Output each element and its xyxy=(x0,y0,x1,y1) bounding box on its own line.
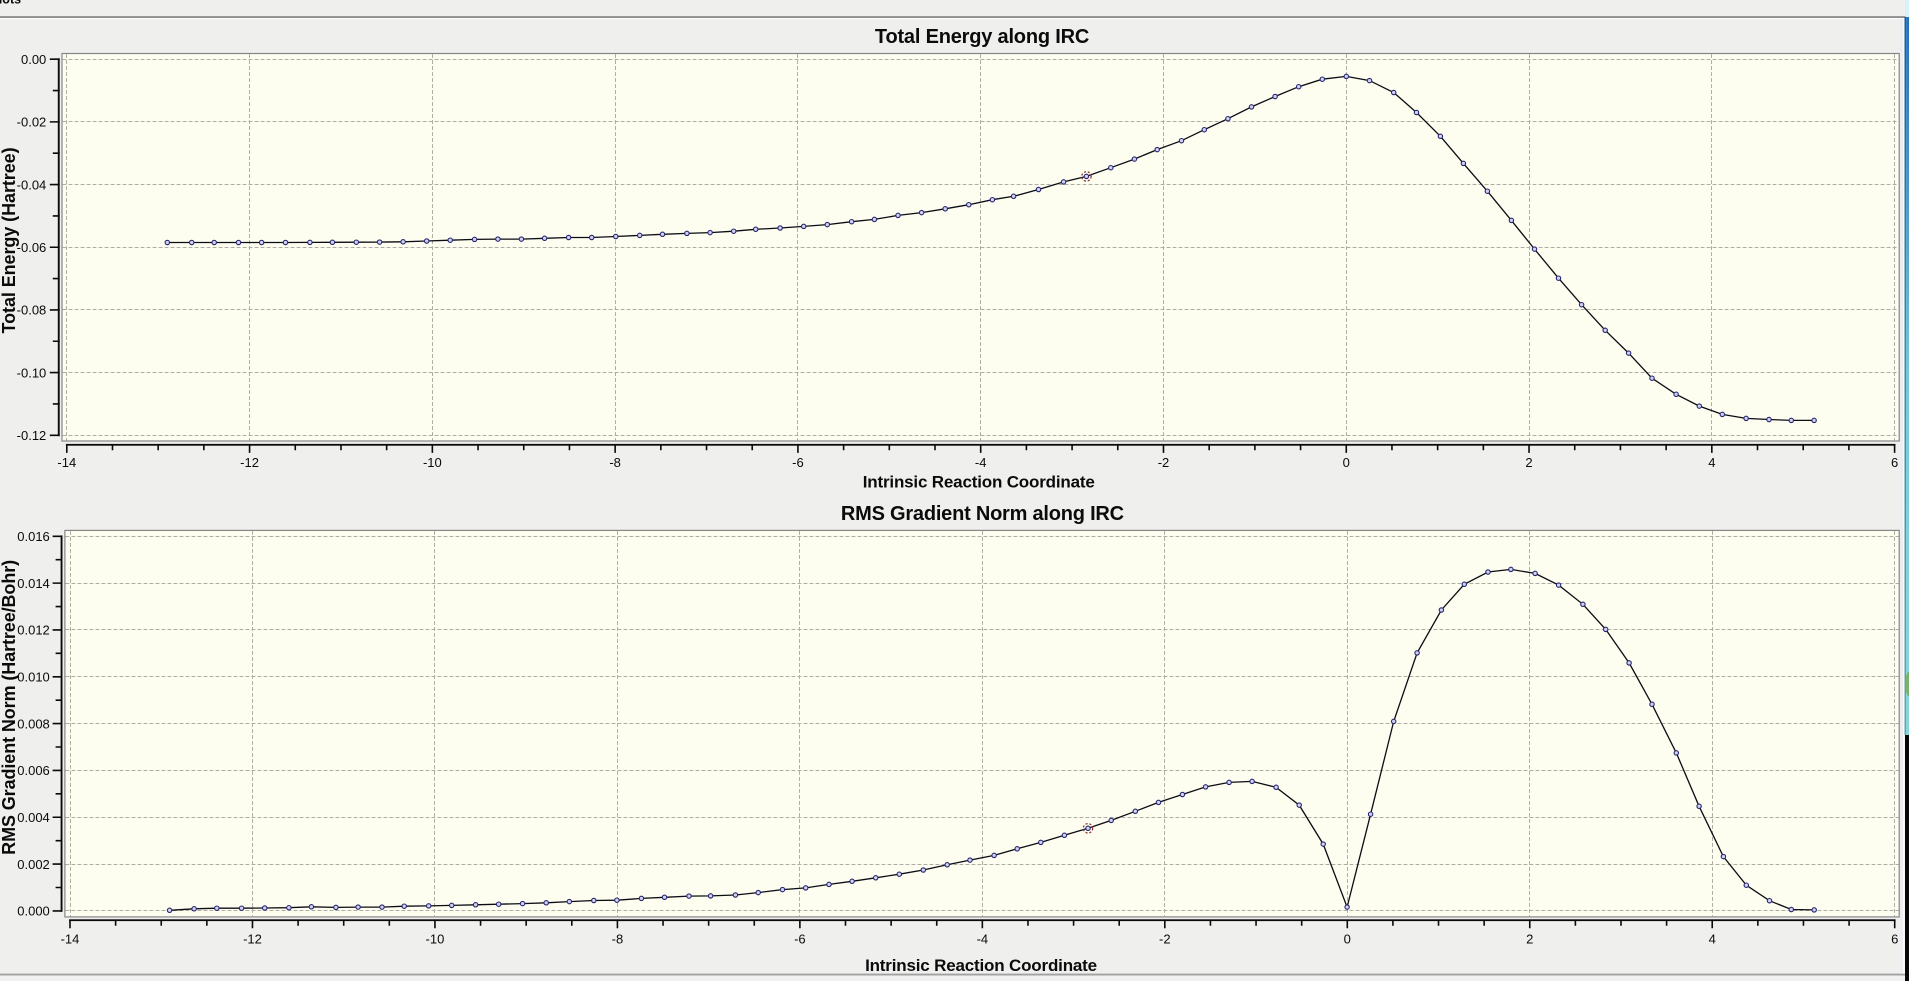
svg-text:0.006: 0.006 xyxy=(17,763,50,778)
svg-text:-6: -6 xyxy=(792,455,804,470)
svg-text:-0.12: -0.12 xyxy=(17,428,47,443)
svg-text:-2: -2 xyxy=(1158,455,1170,470)
svg-text:6: 6 xyxy=(1891,455,1898,470)
svg-text:-0.08: -0.08 xyxy=(17,303,47,318)
svg-text:0.000: 0.000 xyxy=(17,904,50,919)
svg-text:-10: -10 xyxy=(423,455,442,470)
svg-text:-14: -14 xyxy=(61,932,80,947)
svg-text:0.002: 0.002 xyxy=(17,857,50,872)
svg-text:2: 2 xyxy=(1526,932,1533,947)
svg-text:0.012: 0.012 xyxy=(17,623,50,638)
svg-text:Total Energy (Hartree): Total Energy (Hartree) xyxy=(0,147,19,333)
svg-text:0.00: 0.00 xyxy=(21,52,46,67)
svg-text:0.010: 0.010 xyxy=(17,669,50,684)
svg-text:-0.02: -0.02 xyxy=(17,115,47,130)
svg-text:-14: -14 xyxy=(57,455,76,470)
svg-text:-12: -12 xyxy=(243,932,262,947)
svg-text:Intrinsic Reaction Coordinate: Intrinsic Reaction Coordinate xyxy=(865,956,1097,975)
svg-text:-0.04: -0.04 xyxy=(17,177,47,192)
svg-text:RMS Gradient Norm (Hartree/Boh: RMS Gradient Norm (Hartree/Bohr) xyxy=(0,560,19,855)
svg-text:-8: -8 xyxy=(609,455,621,470)
svg-text:0.004: 0.004 xyxy=(17,810,50,825)
svg-text:RMS Gradient Norm along IRC: RMS Gradient Norm along IRC xyxy=(841,503,1124,525)
svg-text:-6: -6 xyxy=(794,932,806,947)
svg-text:Plots: Plots xyxy=(0,0,21,6)
svg-text:-8: -8 xyxy=(612,932,624,947)
svg-text:2: 2 xyxy=(1525,455,1532,470)
svg-text:0: 0 xyxy=(1343,455,1350,470)
svg-text:0.008: 0.008 xyxy=(17,716,50,731)
svg-text:-0.06: -0.06 xyxy=(17,240,47,255)
svg-text:6: 6 xyxy=(1891,932,1898,947)
svg-text:0.016: 0.016 xyxy=(17,529,50,544)
svg-text:0: 0 xyxy=(1344,932,1351,947)
svg-text:-2: -2 xyxy=(1159,932,1171,947)
svg-text:-10: -10 xyxy=(426,932,445,947)
svg-text:-4: -4 xyxy=(977,932,989,947)
svg-text:-12: -12 xyxy=(240,455,259,470)
svg-text:Total Energy along IRC: Total Energy along IRC xyxy=(875,26,1089,48)
svg-text:-0.10: -0.10 xyxy=(17,365,47,380)
svg-text:4: 4 xyxy=(1708,455,1715,470)
svg-text:-4: -4 xyxy=(975,455,987,470)
svg-text:0.014: 0.014 xyxy=(17,576,50,591)
svg-text:Intrinsic Reaction Coordinate: Intrinsic Reaction Coordinate xyxy=(863,473,1095,492)
svg-text:4: 4 xyxy=(1709,932,1716,947)
